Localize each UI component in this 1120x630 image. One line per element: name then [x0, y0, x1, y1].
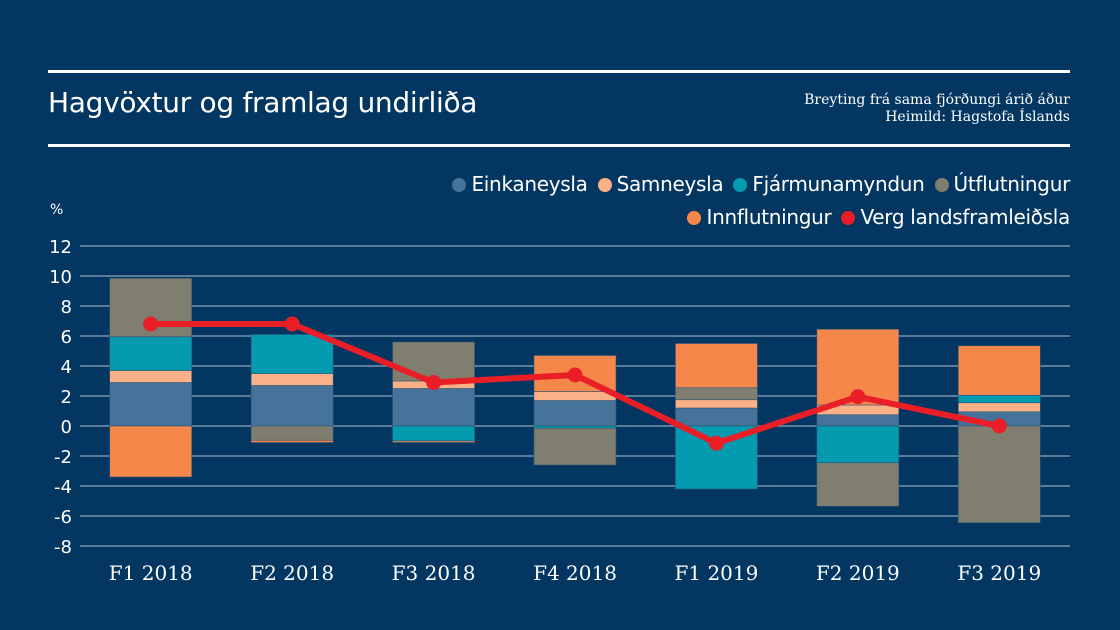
- legend-dot-icon: [733, 178, 748, 192]
- legend-label: Útflutningur: [953, 172, 1071, 196]
- legend-item: Innflutningur: [687, 201, 832, 234]
- bar-segment--tflutningur: [392, 341, 475, 382]
- x-tick-label: F1 2019: [674, 561, 758, 585]
- bar-segment-samneysla: [957, 402, 1041, 413]
- gdp-point: [426, 375, 442, 390]
- bar-segment--tflutningur: [250, 425, 334, 441]
- legend-label: Fjármunamyndun: [752, 172, 925, 196]
- y-tick-label: 0: [61, 417, 72, 438]
- bar-segment--tflutningur: [816, 462, 900, 507]
- y-tick-label: 10: [49, 267, 72, 288]
- bar-segment-einkaneysla: [109, 382, 193, 427]
- bar-segment--tflutningur: [675, 387, 758, 401]
- legend-label: Einkaneysla: [471, 172, 588, 196]
- legend-item: Samneysla: [597, 168, 724, 201]
- bar-segment-fj-rmunamyndun: [816, 425, 900, 464]
- y-tick-label: -4: [54, 477, 72, 498]
- header-rule-top: [48, 70, 1070, 73]
- bar-segment-innflutningur: [957, 345, 1041, 396]
- bar-segment-samneysla: [250, 373, 334, 386]
- y-tick-label: -6: [54, 507, 72, 528]
- bar-segment--tflutningur: [533, 427, 617, 466]
- y-tick-label: -2: [54, 447, 72, 468]
- subtitle-source: Heimild: Hagstofa Íslands: [885, 109, 1070, 125]
- x-tick-label: F3 2018: [392, 561, 476, 585]
- gdp-point: [991, 418, 1007, 434]
- chart-title: Hagvöxtur og framlag undirliða: [48, 86, 478, 119]
- legend-label: Samneysla: [616, 172, 724, 196]
- x-tick-label: F3 2019: [957, 561, 1041, 585]
- subtitle-description: Breyting frá sama fjórðungi árið áður: [804, 92, 1070, 108]
- x-tick-label: F4 2018: [533, 561, 617, 585]
- chart-subtitle: Breyting frá sama fjórðungi árið áður He…: [804, 92, 1070, 126]
- legend-label: Verg landsframleiðsla: [860, 205, 1070, 229]
- legend-dot-icon: [597, 178, 612, 192]
- bar-segment-fj-rmunamyndun: [392, 425, 475, 442]
- bar-segment-einkaneysla: [250, 385, 334, 427]
- bar-segment-samneysla: [533, 391, 617, 401]
- bar-segment-fj-rmunamyndun: [957, 394, 1041, 404]
- y-tick-label: -8: [54, 537, 72, 558]
- bar-segment-innflutningur: [250, 439, 334, 443]
- legend: Einkaneysla Samneysla Fjármunamyndun Útflut…: [310, 168, 1070, 234]
- header-rule-bottom: [48, 144, 1070, 147]
- bar-segment-innflutningur: [109, 425, 193, 478]
- bar-segment-einkaneysla: [533, 400, 617, 427]
- gdp-point: [708, 435, 724, 451]
- legend-label: Innflutningur: [706, 205, 832, 229]
- legend-item: Útflutningur: [934, 168, 1071, 201]
- bar-segment-einkaneysla: [816, 414, 900, 427]
- gdp-point: [850, 389, 866, 405]
- legend-dot-icon: [687, 211, 702, 225]
- bar-segment-einkaneysla: [392, 388, 475, 427]
- x-tick-label: F2 2018: [250, 561, 334, 585]
- y-tick-label: 4: [61, 357, 72, 378]
- legend-dot-icon: [841, 211, 856, 225]
- y-tick-label: 8: [61, 297, 72, 318]
- bar-segment-einkaneysla: [675, 407, 758, 427]
- bar-segment-samneysla: [109, 370, 193, 383]
- y-tick-label: 12: [49, 237, 72, 258]
- bar-segment-innflutningur: [675, 343, 758, 389]
- legend-item: Fjármunamyndun: [733, 168, 925, 201]
- y-axis-unit-label: %: [50, 202, 63, 218]
- legend-item: Einkaneysla: [452, 168, 588, 201]
- y-tick-label: 2: [61, 387, 72, 408]
- legend-dot-icon: [452, 178, 467, 192]
- bar-segment-innflutningur: [392, 440, 475, 443]
- bar-segment-samneysla: [675, 399, 758, 409]
- bar-segment--tflutningur: [957, 425, 1041, 524]
- bar-segment-fj-rmunamyndun: [109, 336, 193, 371]
- y-tick-label: 6: [61, 327, 72, 348]
- bar-segment-fj-rmunamyndun: [533, 425, 617, 429]
- x-tick-label: F2 2019: [816, 561, 900, 585]
- bar-segment-fj-rmunamyndun: [250, 334, 334, 374]
- gdp-point: [143, 316, 159, 332]
- legend-dot-icon: [934, 178, 949, 192]
- x-tick-label: F1 2018: [109, 561, 193, 585]
- gdp-point: [284, 316, 300, 332]
- legend-item: Verg landsframleiðsla: [841, 201, 1070, 234]
- gdp-point: [567, 367, 583, 383]
